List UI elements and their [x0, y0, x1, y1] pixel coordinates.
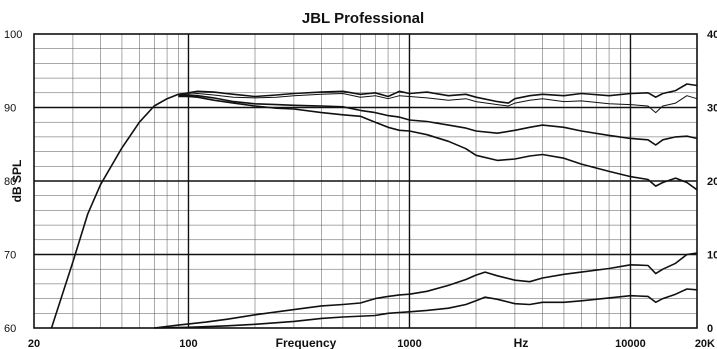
major-gridlines: [34, 34, 697, 328]
x-tick-label: 20: [28, 338, 40, 349]
plot-frame: [33, 33, 698, 329]
y-tick-labels-left: 60 70 80 90 100: [4, 29, 22, 335]
x-tick-labels: 20 100 1000 10000 20K: [28, 338, 715, 349]
response-curve-2: [178, 93, 698, 114]
x-tick-label: 20K: [695, 338, 715, 349]
y-tick-label-right: 30: [707, 103, 717, 115]
y-tick-label: 60: [4, 323, 16, 335]
y-axis-label: dB SPL: [10, 160, 24, 203]
y-tick-label-right: 40: [707, 29, 717, 41]
response-curves: [50, 83, 698, 329]
y-tick-label-right: 10: [707, 250, 717, 262]
x-tick-label: 10000: [615, 338, 646, 349]
response-curve-4: [178, 95, 698, 191]
y-tick-label: 90: [4, 103, 16, 115]
y-tick-label-right: 0: [707, 323, 713, 335]
x-tick-label: 100: [179, 338, 197, 349]
chart-title: JBL Professional: [302, 10, 424, 27]
y-tick-labels-right: 0 10 20 30 40: [707, 29, 717, 335]
response-curve-6: [154, 288, 698, 329]
x-axis-unit: Hz: [514, 336, 529, 349]
response-curve-1: [50, 83, 698, 329]
y-tick-label-right: 20: [707, 176, 717, 188]
y-tick-label: 70: [4, 250, 16, 262]
x-tick-label: 1000: [397, 338, 421, 349]
y-tick-label: 80: [4, 176, 16, 188]
x-axis-label: Frequency: [276, 336, 337, 349]
response-curve-3: [178, 94, 698, 146]
y-tick-label: 100: [4, 29, 22, 41]
response-curve-5: [154, 252, 698, 329]
